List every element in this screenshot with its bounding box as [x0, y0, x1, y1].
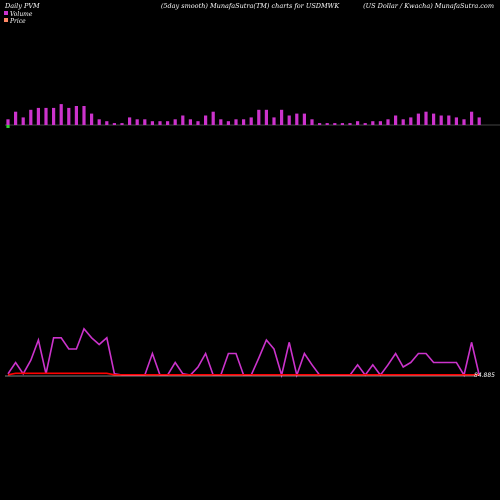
volume-bar [264, 109, 268, 125]
volume-bar [409, 117, 413, 125]
volume-bar [439, 115, 443, 125]
volume-bar [204, 115, 208, 125]
header-center: (5day smooth) MunafaSutra(TM) charts for… [161, 2, 341, 10]
volume-bar [295, 113, 299, 125]
legend-price-swatch [4, 18, 8, 22]
volume-bar [447, 115, 451, 125]
volume-bars [6, 104, 481, 128]
volume-bar [90, 113, 94, 125]
volume-bar [44, 107, 48, 125]
volume-bar [470, 111, 474, 125]
volume-bar [59, 104, 63, 125]
volume-bar [150, 121, 154, 125]
volume-bar [97, 119, 101, 125]
header-right: (US Dollar / Kwacha) MunafaSutra.com [363, 2, 494, 10]
volume-bar [120, 123, 124, 125]
price-line [7, 372, 480, 376]
volume-bar [477, 117, 481, 125]
volume-bar [6, 119, 10, 125]
volume-bar [36, 107, 40, 125]
volume-bar [257, 109, 261, 125]
volume-bar [181, 115, 185, 125]
legend-volume-swatch [4, 11, 8, 15]
volume-bar [242, 119, 246, 125]
volume-bar [226, 121, 230, 125]
volume-bar [196, 121, 200, 125]
volume-bar [112, 123, 116, 125]
header-left: Daily PVM [4, 2, 40, 10]
volume-bar [454, 117, 458, 125]
volume-bar [462, 119, 466, 125]
volume-bar [74, 106, 78, 125]
volume-bar [280, 109, 284, 125]
volume-bar [166, 121, 170, 125]
volume-bar [135, 119, 139, 125]
volume-bar [219, 119, 223, 125]
volume-bar [416, 113, 420, 125]
volume-bar [363, 123, 367, 125]
volume-bar [371, 121, 375, 125]
price-value-label: 84.885 [474, 372, 495, 379]
volume-bar [340, 123, 344, 125]
volume-bar [158, 121, 162, 125]
legend-price-label: Price [9, 18, 26, 25]
volume-bar [325, 123, 329, 125]
volume-bar [29, 109, 33, 125]
volume-bar [249, 117, 253, 125]
volume-bar [348, 123, 352, 125]
volume-bar [82, 106, 86, 125]
volume-bar [310, 119, 314, 125]
volume-bar [67, 107, 71, 125]
volume-bar [401, 119, 405, 125]
volume-bar [432, 113, 436, 125]
volume-bar-negative [6, 125, 10, 128]
volume-bar [211, 111, 215, 125]
volume-bar [386, 119, 390, 125]
volume-bar [234, 119, 238, 125]
volume-bar [302, 113, 306, 125]
volume-bar [52, 107, 56, 125]
volume-bar [378, 121, 382, 125]
volume-bar [424, 111, 428, 125]
volume-bar [21, 117, 25, 125]
volume-bar [14, 111, 18, 125]
volume-bar [287, 115, 291, 125]
volume-bar [173, 119, 177, 125]
volume-line [7, 327, 480, 379]
volume-bar [128, 117, 132, 125]
price-volume-lines [5, 327, 480, 379]
volume-bar [143, 119, 147, 125]
volume-bar [356, 121, 360, 125]
volume-bar [272, 117, 276, 125]
volume-bar [333, 123, 337, 125]
volume-bar [318, 123, 322, 125]
legend-volume-label: Volume [10, 11, 33, 18]
volume-bar [105, 121, 109, 125]
volume-bar [188, 119, 192, 125]
volume-bar [394, 115, 398, 125]
